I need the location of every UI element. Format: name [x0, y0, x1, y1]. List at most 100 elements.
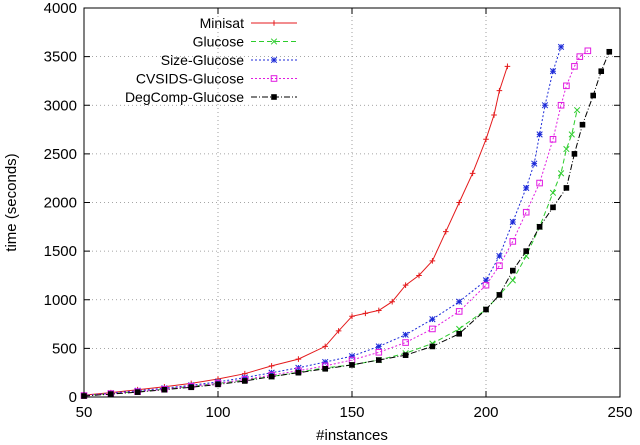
data-point — [483, 306, 489, 313]
legend-label: DegComp-Glucose — [125, 89, 244, 105]
data-point — [496, 262, 503, 270]
data-point — [322, 343, 328, 350]
data-point — [295, 356, 302, 362]
legend-item-cvsids-glucose: CVSIDS-Glucose — [136, 71, 297, 87]
legend-label: Size-Glucose — [161, 52, 244, 68]
data-point — [584, 47, 592, 55]
legend-label: CVSIDS-Glucose — [136, 71, 244, 87]
data-point — [496, 252, 503, 260]
data-point — [496, 292, 503, 298]
data-point — [504, 63, 511, 70]
data-point — [376, 307, 382, 314]
data-point — [295, 369, 302, 376]
data-point — [590, 92, 596, 99]
data-point — [536, 224, 543, 230]
data-point — [557, 101, 565, 109]
data-point — [271, 94, 277, 100]
data-point — [549, 68, 557, 75]
data-point — [568, 131, 575, 138]
data-point — [606, 48, 613, 55]
axis-ticks: 50 100 150 200 25005001000150020002500300035… — [44, 0, 633, 421]
data-point — [557, 170, 565, 177]
data-point — [362, 310, 369, 317]
data-point — [456, 199, 462, 206]
data-point — [563, 185, 570, 191]
data-point — [523, 248, 529, 254]
legend-item-minisat: Minisat — [200, 15, 297, 31]
data-point — [335, 328, 342, 334]
data-point — [509, 238, 517, 245]
legend-item-degcomp-glucose: DegComp-Glucose — [125, 89, 297, 105]
series-size-glucose — [80, 43, 565, 399]
data-point — [482, 281, 490, 289]
data-point — [563, 82, 570, 90]
y-tick-label: 2000 — [44, 195, 77, 212]
data-point — [322, 365, 328, 372]
data-point — [563, 145, 570, 153]
data-point — [271, 20, 277, 26]
grid — [84, 8, 620, 397]
data-point — [241, 374, 248, 381]
y-tick-label: 0 — [69, 389, 77, 406]
data-point — [598, 68, 605, 75]
data-point — [443, 228, 449, 235]
series-line-size-glucose — [83, 46, 562, 396]
data-point — [456, 330, 462, 337]
x-tick-label: 50 — [76, 404, 93, 421]
data-point — [491, 112, 497, 118]
data-point — [456, 325, 463, 333]
data-point — [188, 384, 194, 391]
series-line-cvsids-glucose — [83, 50, 589, 396]
data-point — [389, 298, 395, 305]
data-point — [469, 170, 476, 177]
legend-label: Glucose — [193, 34, 245, 50]
legend-label: Minisat — [200, 15, 244, 31]
data-point — [375, 343, 382, 350]
data-point — [483, 136, 489, 143]
data-point — [510, 267, 516, 274]
data-point — [456, 298, 463, 305]
data-point — [429, 343, 436, 350]
data-point — [402, 352, 409, 358]
data-point — [402, 339, 409, 346]
y-tick-label: 2500 — [44, 146, 77, 163]
data-point — [576, 53, 584, 60]
data-point — [579, 121, 586, 128]
data-point — [523, 184, 530, 192]
data-point — [509, 218, 516, 226]
data-point — [402, 282, 409, 288]
data-point — [571, 63, 578, 70]
data-point — [531, 160, 538, 167]
data-point — [549, 135, 557, 143]
data-point — [429, 316, 436, 323]
y-tick-label: 4000 — [44, 0, 77, 17]
data-point — [270, 75, 278, 82]
data-point — [455, 308, 463, 315]
x-tick-label: 200 — [473, 404, 498, 421]
data-point — [571, 151, 578, 157]
data-point — [242, 378, 248, 384]
data-point — [349, 362, 355, 368]
legend-item-size-glucose: Size-Glucose — [161, 52, 297, 68]
legend-item-glucose: Glucose — [193, 34, 297, 50]
x-tick-label: 250 — [607, 404, 632, 421]
data-point — [375, 348, 383, 356]
data-point — [496, 87, 503, 94]
plot-area — [80, 43, 613, 399]
x-axis-label: #instances — [316, 427, 388, 444]
data-point — [550, 204, 556, 211]
data-point — [108, 391, 114, 397]
data-point — [429, 325, 436, 333]
data-point — [536, 131, 543, 138]
y-tick-label: 500 — [52, 340, 77, 357]
y-tick-label: 1000 — [44, 292, 77, 309]
data-point — [402, 331, 409, 338]
y-tick-label: 3500 — [44, 49, 77, 66]
data-point — [573, 106, 581, 114]
data-point — [349, 313, 355, 320]
legend: Minisat Glucose Size-Glucose CVSIDS-Glucose… — [125, 15, 297, 105]
data-point — [322, 358, 329, 366]
data-point — [270, 38, 278, 45]
data-point — [268, 363, 275, 369]
